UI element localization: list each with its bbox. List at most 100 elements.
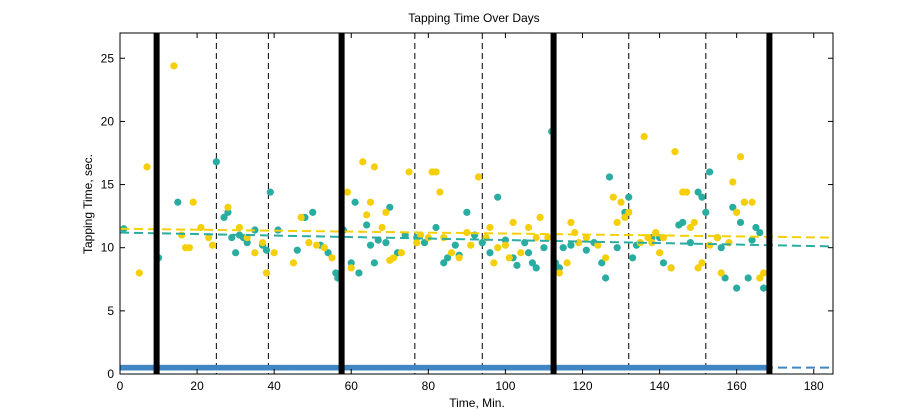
y-tick-label: 5 [107,304,114,318]
teal-data-point [220,213,228,221]
gold-data-point [297,213,305,221]
baseline-point [325,364,331,371]
axes-frame [119,32,834,375]
baseline-point [479,364,484,371]
gold-data-point [397,249,405,257]
teal-data-point [513,261,521,269]
gold-data-point [490,259,498,267]
teal-data-point [370,259,378,267]
x-axis-title: Time, Min. [449,396,505,410]
teal-data-point [760,284,768,292]
gold-data-point [602,254,610,262]
gold-data-point [686,223,695,232]
gold-data-point [205,234,213,242]
baseline-point [239,364,244,371]
teal-data-point [528,259,536,267]
x-tick-label: 20 [190,379,204,393]
gold-data-point [594,241,602,249]
baseline-point [421,364,426,371]
teal-data-point [555,264,563,272]
gold-data-point [613,218,621,227]
gold-data-point [262,269,271,277]
teal-data-point [582,246,590,254]
baseline-point [646,364,652,371]
gold-data-point [251,249,259,257]
baseline-point [606,364,611,371]
gold-data-point [343,188,351,196]
baseline-point [242,364,247,371]
baseline-point [354,364,360,371]
baseline-point [256,364,261,371]
baseline-point [369,364,374,371]
gold-data-point [575,239,583,247]
teal-data-point [559,244,567,252]
gold-data-point [698,259,706,267]
y-axis-title: Tapping Time, sec. [81,154,95,254]
y-axis: 0 5 10 15 20 25 [101,51,833,381]
baseline-point [632,364,637,371]
teal-data-point [659,259,668,267]
gold-data-point [760,269,768,277]
gold-data-point [690,218,698,227]
gold-data-point [359,158,367,166]
y-tick-label: 15 [101,178,115,192]
gold-data-point [440,234,448,242]
baseline-point [270,364,276,371]
gold-data-point [370,163,378,171]
teal-data-point [486,249,494,257]
teal-data-point [605,173,614,181]
teal-data-point [309,208,317,216]
teal-data-point [717,244,725,252]
teal-data-point [567,241,575,249]
baseline-point [323,364,328,371]
gold-data-point [494,244,502,252]
baseline-point [311,364,316,371]
gold-data-point [563,259,571,267]
baseline-point [603,364,608,371]
baseline-point [282,364,287,371]
x-tick-label: 60 [345,379,359,393]
teal-data-point [347,259,355,267]
gold-data-point [517,249,525,257]
baseline-point [661,364,666,371]
baseline-point [716,364,721,371]
baseline-point [467,364,472,371]
y-tick-label: 25 [101,51,115,65]
x-tick-label: 100 [495,379,515,393]
baseline-point [450,364,455,371]
baseline-point [435,364,441,371]
gold-data-point [756,274,764,282]
baseline-point [690,364,695,371]
baseline-point [617,364,623,371]
gold-data-point [347,264,355,272]
baseline-point [704,364,709,371]
baseline-point [285,364,290,371]
baseline-point [213,364,218,371]
gold-data-point [189,198,197,206]
baseline-point [227,364,233,371]
gold-data-point [363,211,371,219]
teal-data-point [748,236,756,244]
baseline-point [635,364,640,371]
teal-data-point [744,274,752,282]
baseline-point [522,364,527,371]
gold-data-point [259,239,267,247]
baseline-point [409,364,415,371]
gold-data-point [621,213,629,221]
x-axis: 0 20 40 60 80 100 120 140 160 180 [117,33,824,393]
teal-data-point [756,228,764,237]
baseline-point [591,364,597,371]
baseline-point [129,364,134,371]
gold-data-point [640,132,648,141]
teal-data-point [224,208,232,216]
baseline-point [745,364,750,371]
gold-data-point [555,269,563,277]
gold-data-point [536,213,544,221]
baseline-point [366,364,371,371]
gold-data-point [143,163,151,171]
gold-data-point [740,198,748,206]
baseline-point [297,364,302,371]
teal-data-point [532,264,540,272]
